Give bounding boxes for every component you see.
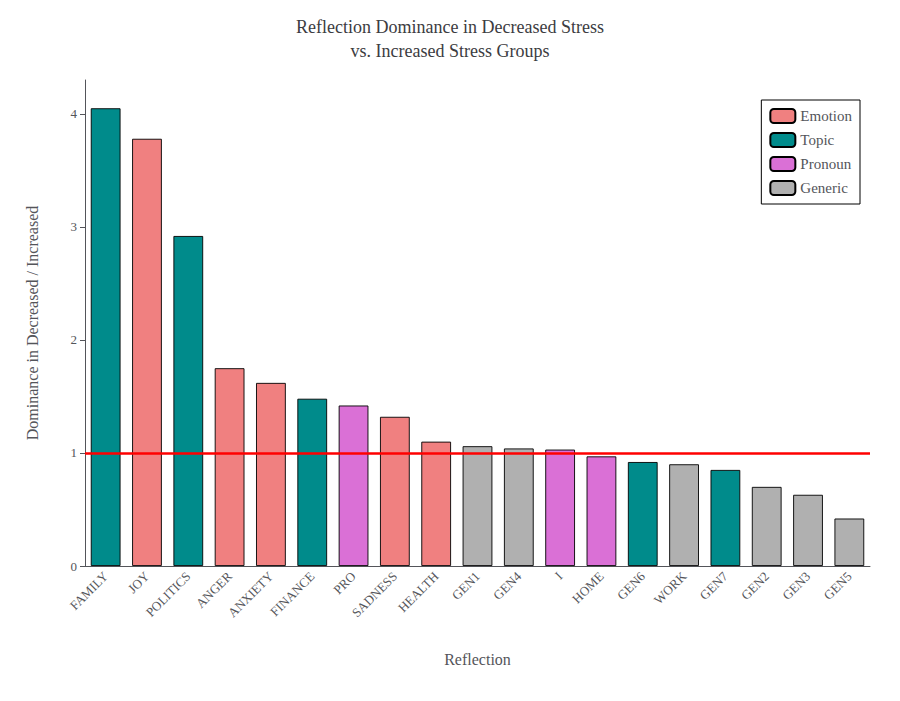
svg-text:WORK: WORK [651,568,690,607]
svg-text:2: 2 [71,332,78,347]
svg-text:GEN6: GEN6 [614,568,648,602]
svg-text:Dominance in Decreased / Incre: Dominance in Decreased / Increased [24,206,41,441]
svg-text:JOY: JOY [125,568,153,596]
svg-text:FINANCE: FINANCE [267,569,317,619]
svg-text:GEN4: GEN4 [490,568,524,602]
svg-text:GEN1: GEN1 [449,569,483,603]
svg-text:GEN2: GEN2 [738,569,772,603]
svg-text:Emotion: Emotion [800,108,852,124]
svg-text:ANGER: ANGER [192,568,235,611]
svg-text:1: 1 [71,445,78,460]
svg-text:0: 0 [71,559,78,574]
svg-text:3: 3 [71,219,78,234]
svg-text:SADNESS: SADNESS [349,569,400,620]
svg-text:vs. Increased Stress Groups: vs. Increased Stress Groups [351,41,550,61]
svg-text:GEN7: GEN7 [697,568,731,602]
svg-text:HOME: HOME [569,569,607,607]
svg-text:4: 4 [71,106,78,121]
svg-text:HEALTH: HEALTH [395,569,441,615]
svg-text:GEN3: GEN3 [779,569,813,603]
svg-text:GEN5: GEN5 [821,569,855,603]
svg-text:FAMILY: FAMILY [67,568,112,613]
svg-text:ANXIETY: ANXIETY [225,568,277,620]
svg-text:I: I [552,569,566,583]
svg-text:PRO: PRO [330,569,358,597]
svg-text:Reflection Dominance in Decrea: Reflection Dominance in Decreased Stress [296,17,604,37]
svg-text:Pronoun: Pronoun [800,156,851,172]
svg-text:Reflection: Reflection [444,651,511,668]
svg-text:Topic: Topic [800,132,834,148]
svg-text:POLITICS: POLITICS [143,569,194,620]
svg-text:Generic: Generic [800,180,848,196]
